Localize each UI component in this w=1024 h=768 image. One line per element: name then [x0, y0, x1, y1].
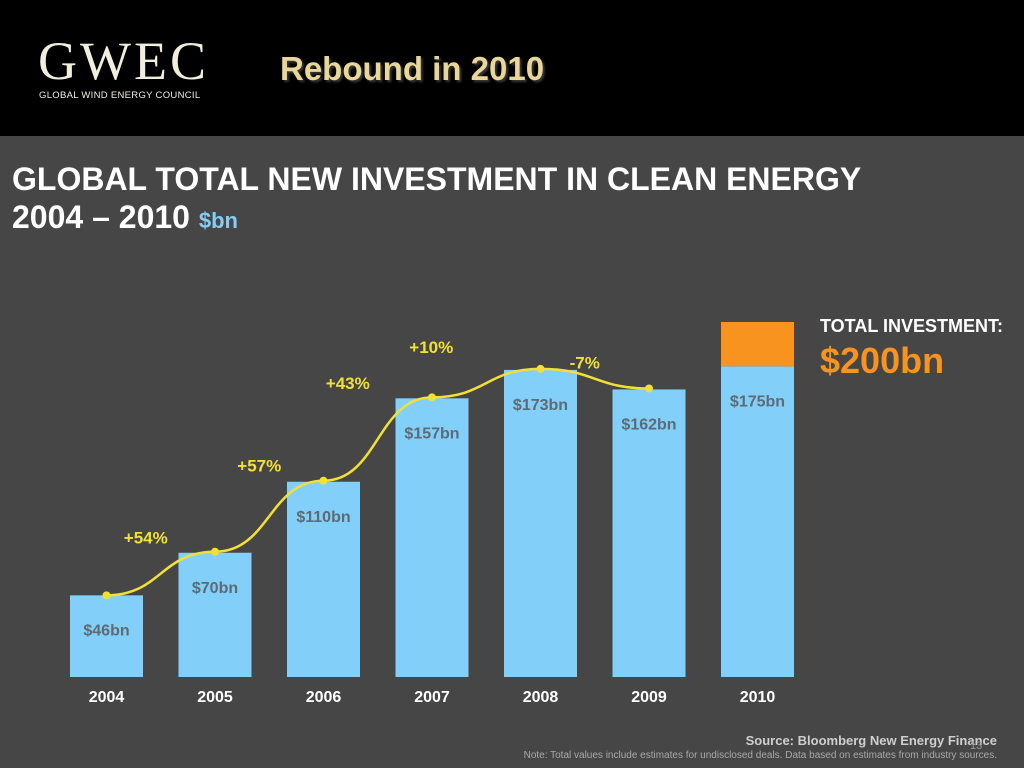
- value-label-2010: $175bn: [730, 393, 785, 410]
- value-label-2004: $46bn: [83, 622, 129, 639]
- bar-2007: [395, 398, 469, 677]
- growth-label-2007: +43%: [326, 374, 370, 393]
- trend-point-2005: [211, 547, 219, 556]
- logo-word: GWEC: [38, 31, 209, 91]
- growth-trend-line: [106, 367, 650, 597]
- x-tick-2008: 2008: [523, 689, 559, 706]
- note-text: Note: Total values include estimates for…: [523, 750, 997, 761]
- page-number: 13: [970, 740, 983, 752]
- trend-point-2009: [645, 384, 653, 393]
- bar-2006: [287, 481, 360, 677]
- value-label-2005: $70bn: [192, 580, 238, 597]
- chart-unit: $bn: [198, 208, 238, 233]
- growth-label-2005: +54%: [124, 529, 168, 548]
- bar-2009: [612, 389, 686, 677]
- x-tick-2006: 2006: [306, 689, 342, 706]
- x-tick-2010: 2010: [740, 689, 776, 706]
- x-tick-2004: 2004: [89, 689, 125, 706]
- chart-subtitle: 2004 – 2010: [12, 199, 190, 235]
- chart-title: GLOBAL TOTAL NEW INVESTMENT IN CLEAN ENE…: [12, 160, 861, 240]
- value-label-2007: $157bn: [404, 425, 459, 442]
- trend-point-2008: [536, 364, 545, 373]
- trend-point-2006: [319, 476, 328, 485]
- total-investment-value: $200bn: [820, 340, 945, 381]
- source-text: Source: Bloomberg New Energy Finance: [745, 733, 997, 748]
- value-label-2008: $173bn: [513, 397, 568, 414]
- header-bar: GWEC GLOBAL WIND ENERGY COUNCIL Rebound …: [0, 0, 1024, 136]
- bar-2004: [70, 595, 143, 677]
- value-label-2009: $162bn: [621, 416, 676, 433]
- trend-point-2007: [428, 393, 436, 402]
- total-investment-label: TOTAL INVESTMENT:: [820, 316, 1004, 336]
- bar-extra-segment: [721, 322, 794, 367]
- x-tick-2009: 2009: [631, 689, 667, 706]
- slide-title: Rebound in 2010: [280, 50, 545, 87]
- gwec-logo: GWEC GLOBAL WIND ENERGY COUNCIL: [38, 34, 238, 109]
- growth-label-2008: +10%: [409, 338, 453, 357]
- x-tick-2005: 2005: [197, 689, 233, 706]
- bar-2005: [178, 552, 252, 677]
- trend-point-2004: [102, 591, 111, 600]
- logo-subtitle: GLOBAL WIND ENERGY COUNCIL: [39, 90, 201, 101]
- bar-2010: [721, 366, 794, 677]
- x-tick-2007: 2007: [414, 689, 450, 706]
- chart-title-text: GLOBAL TOTAL NEW INVESTMENT IN CLEAN ENE…: [12, 161, 862, 197]
- bar-2008: [504, 369, 577, 677]
- growth-label-2009: -7%: [570, 354, 600, 373]
- value-label-2006: $110bn: [296, 509, 350, 526]
- growth-label-2006: +57%: [237, 456, 281, 475]
